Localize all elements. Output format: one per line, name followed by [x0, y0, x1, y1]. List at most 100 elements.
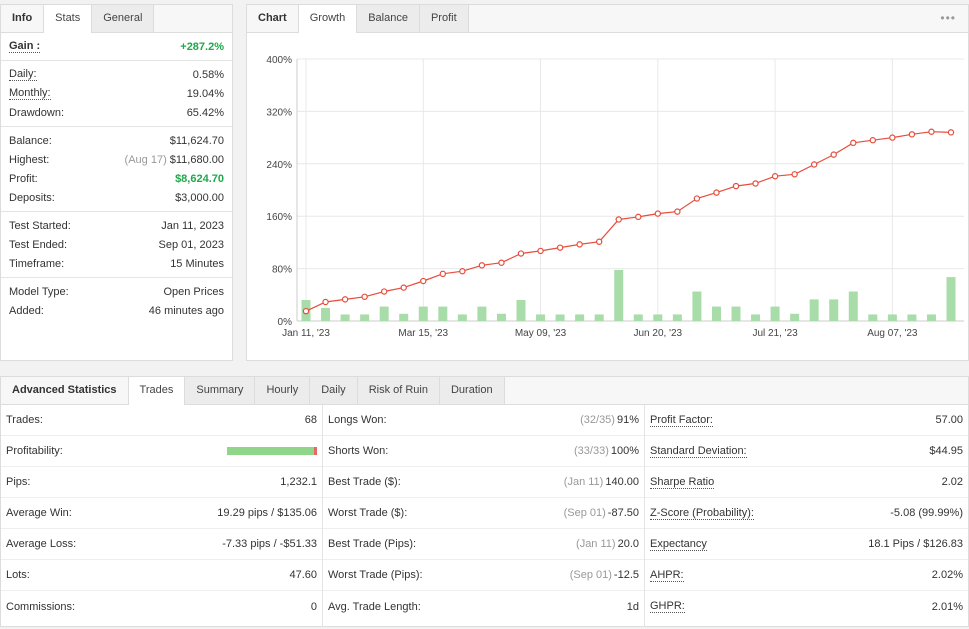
- stat-label-z-score-probability[interactable]: Z-Score (Probability):: [650, 506, 754, 520]
- stat-row-ghpr: GHPR: 2.01%: [645, 591, 968, 622]
- model-type-value: Open Prices: [163, 285, 224, 298]
- stats-tab-summary[interactable]: Summary: [185, 377, 256, 404]
- stats-tab-hourly[interactable]: Hourly: [255, 377, 311, 404]
- stat-value-wrap-worst-trade-pips: (Sep 01) -12.5: [570, 569, 639, 581]
- growth-point: [439, 270, 447, 278]
- stat-row-sharpe-ratio: Sharpe Ratio 2.02: [645, 467, 968, 498]
- stat-row-profitability: Profitability:: [1, 436, 322, 467]
- y-tick-label: 0%: [278, 317, 293, 328]
- stat-value-wrap-average-loss: -7.33 pips / -$51.33: [222, 538, 317, 550]
- stat-value-worst-trade-pips: -12.5: [613, 569, 639, 581]
- growth-point: [654, 210, 662, 217]
- stat-row-average-loss: Average Loss: -7.33 pips / -$51.33: [1, 529, 322, 560]
- bar: [496, 313, 506, 321]
- stat-value-wrap-pips: 1,232.1: [280, 476, 317, 488]
- stat-label-worst-trade: Worst Trade ($):: [328, 507, 408, 519]
- stat-label-shorts-won: Shorts Won:: [328, 445, 389, 457]
- monthly-label[interactable]: Monthly:: [9, 87, 51, 100]
- test-ended-row: Test Ended: Sep 01, 2023: [9, 235, 224, 254]
- growth-point: [322, 298, 329, 306]
- chart-tab-balance[interactable]: Balance: [357, 5, 420, 32]
- daily-label[interactable]: Daily:: [9, 68, 37, 81]
- stat-value-ahpr: 2.02%: [931, 569, 963, 581]
- gain-label[interactable]: Gain :: [9, 40, 41, 53]
- balance-label: Balance:: [9, 134, 52, 147]
- stat-value-wrap-ahpr: 2.02%: [932, 569, 963, 581]
- stat-value-wrap-lots: 47.60: [289, 569, 317, 581]
- bar: [907, 314, 917, 321]
- more-options-icon[interactable]: •••: [940, 11, 956, 25]
- growth-point: [635, 213, 642, 221]
- stat-row-best-trade: Best Trade ($): (Jan 11) 140.00: [323, 467, 644, 498]
- chart-tab-growth[interactable]: Growth: [298, 5, 358, 33]
- bar: [594, 314, 604, 321]
- balance-group: Balance: $11,624.70 Highest: (Aug 17) $11…: [1, 127, 232, 212]
- bar: [340, 314, 350, 321]
- stats-tab-daily[interactable]: Daily: [310, 377, 358, 404]
- y-tick-label: 160%: [266, 212, 292, 223]
- stat-sub-shorts-won: (33/33): [574, 445, 609, 457]
- growth-point: [400, 284, 407, 291]
- info-tab-stats[interactable]: Stats: [44, 5, 93, 33]
- growth-point: [595, 238, 603, 245]
- info-tab-general[interactable]: General: [92, 5, 155, 32]
- growth-point: [947, 129, 955, 136]
- stat-label-expectancy[interactable]: Expectancy: [650, 537, 707, 551]
- growth-point: [420, 277, 427, 285]
- growth-point: [752, 180, 759, 187]
- stat-value-average-loss: -7.33 pips / -$51.33: [222, 538, 317, 550]
- stat-label-trades: Trades:: [6, 414, 43, 426]
- growth-line: [305, 131, 952, 312]
- bar: [653, 314, 663, 321]
- stat-value-expectancy: 18.1 Pips / $126.83: [868, 538, 963, 550]
- timeframe-value: 15 Minutes: [170, 257, 224, 270]
- chart-tab-profit[interactable]: Profit: [419, 5, 469, 32]
- stat-value-wrap-z-score-probability: -5.08 (99.99%): [890, 507, 963, 519]
- bar: [711, 306, 721, 321]
- bar: [926, 314, 936, 321]
- stat-row-standard-deviation: Standard Deviation: $44.95: [645, 436, 968, 467]
- bar: [692, 291, 702, 321]
- stats-tab-duration[interactable]: Duration: [439, 377, 505, 404]
- stat-label-avg-trade-length: Avg. Trade Length:: [328, 600, 421, 613]
- stat-label-best-trade-pips: Best Trade (Pips):: [328, 538, 417, 550]
- stats-tab-trades[interactable]: Trades: [128, 377, 186, 405]
- stat-value-avg-trade-length: 1d: [626, 600, 639, 613]
- added-row: Added: 46 minutes ago: [9, 301, 224, 320]
- timeframe-row: Timeframe: 15 Minutes: [9, 254, 224, 273]
- bar: [672, 314, 682, 321]
- test-group: Test Started: Jan 11, 2023 Test Ended: S…: [1, 212, 232, 278]
- test-ended-label: Test Ended:: [9, 238, 68, 251]
- stats-column-2: Longs Won: (32/35) 91% Shorts Won: (33/33) 10…: [323, 405, 645, 627]
- chart-panel: Chart Growth Balance Profit ••• 0% 80% 160% 24…: [246, 4, 969, 361]
- stat-value-commissions: 0: [310, 600, 317, 613]
- stat-label-ghpr[interactable]: GHPR:: [650, 600, 685, 613]
- stat-value-lots: 47.60: [289, 569, 317, 581]
- stats-tab-risk-of-ruin[interactable]: Risk of Ruin: [357, 377, 440, 404]
- stats-column-3: Profit Factor: 57.00 Standard Deviation: $4…: [645, 405, 968, 627]
- stat-row-worst-trade-pips: Worst Trade (Pips): (Sep 01) -12.5: [323, 560, 644, 591]
- x-tick-label: Aug 07, '23: [867, 328, 918, 339]
- growth-point: [459, 268, 466, 275]
- stat-label-ahpr[interactable]: AHPR:: [650, 568, 684, 582]
- gain-group: Gain : +287.2%: [1, 33, 232, 61]
- bar: [809, 299, 819, 321]
- bar: [848, 291, 858, 321]
- stat-value-best-trade: 140.00: [605, 476, 639, 488]
- growth-point: [869, 137, 877, 144]
- profit-label: Profit:: [9, 172, 38, 185]
- stat-label-standard-deviation[interactable]: Standard Deviation:: [650, 444, 747, 458]
- y-tick-label: 320%: [266, 107, 292, 118]
- x-tick-label: Jan 11, '23: [282, 328, 330, 339]
- growth-point: [615, 216, 622, 223]
- drawdown-row: Drawdown: 65.42%: [9, 103, 224, 122]
- bar: [321, 307, 331, 321]
- growth-point: [498, 259, 505, 266]
- stat-label-commissions: Commissions:: [6, 600, 76, 613]
- stat-label-sharpe-ratio[interactable]: Sharpe Ratio: [650, 475, 715, 489]
- stat-label-profit-factor[interactable]: Profit Factor:: [650, 413, 713, 427]
- growth-point: [889, 134, 896, 141]
- stat-value-wrap-worst-trade: (Sep 01) -87.50: [564, 507, 639, 519]
- growth-point: [850, 139, 857, 147]
- stat-value-longs-won: 91%: [616, 414, 639, 426]
